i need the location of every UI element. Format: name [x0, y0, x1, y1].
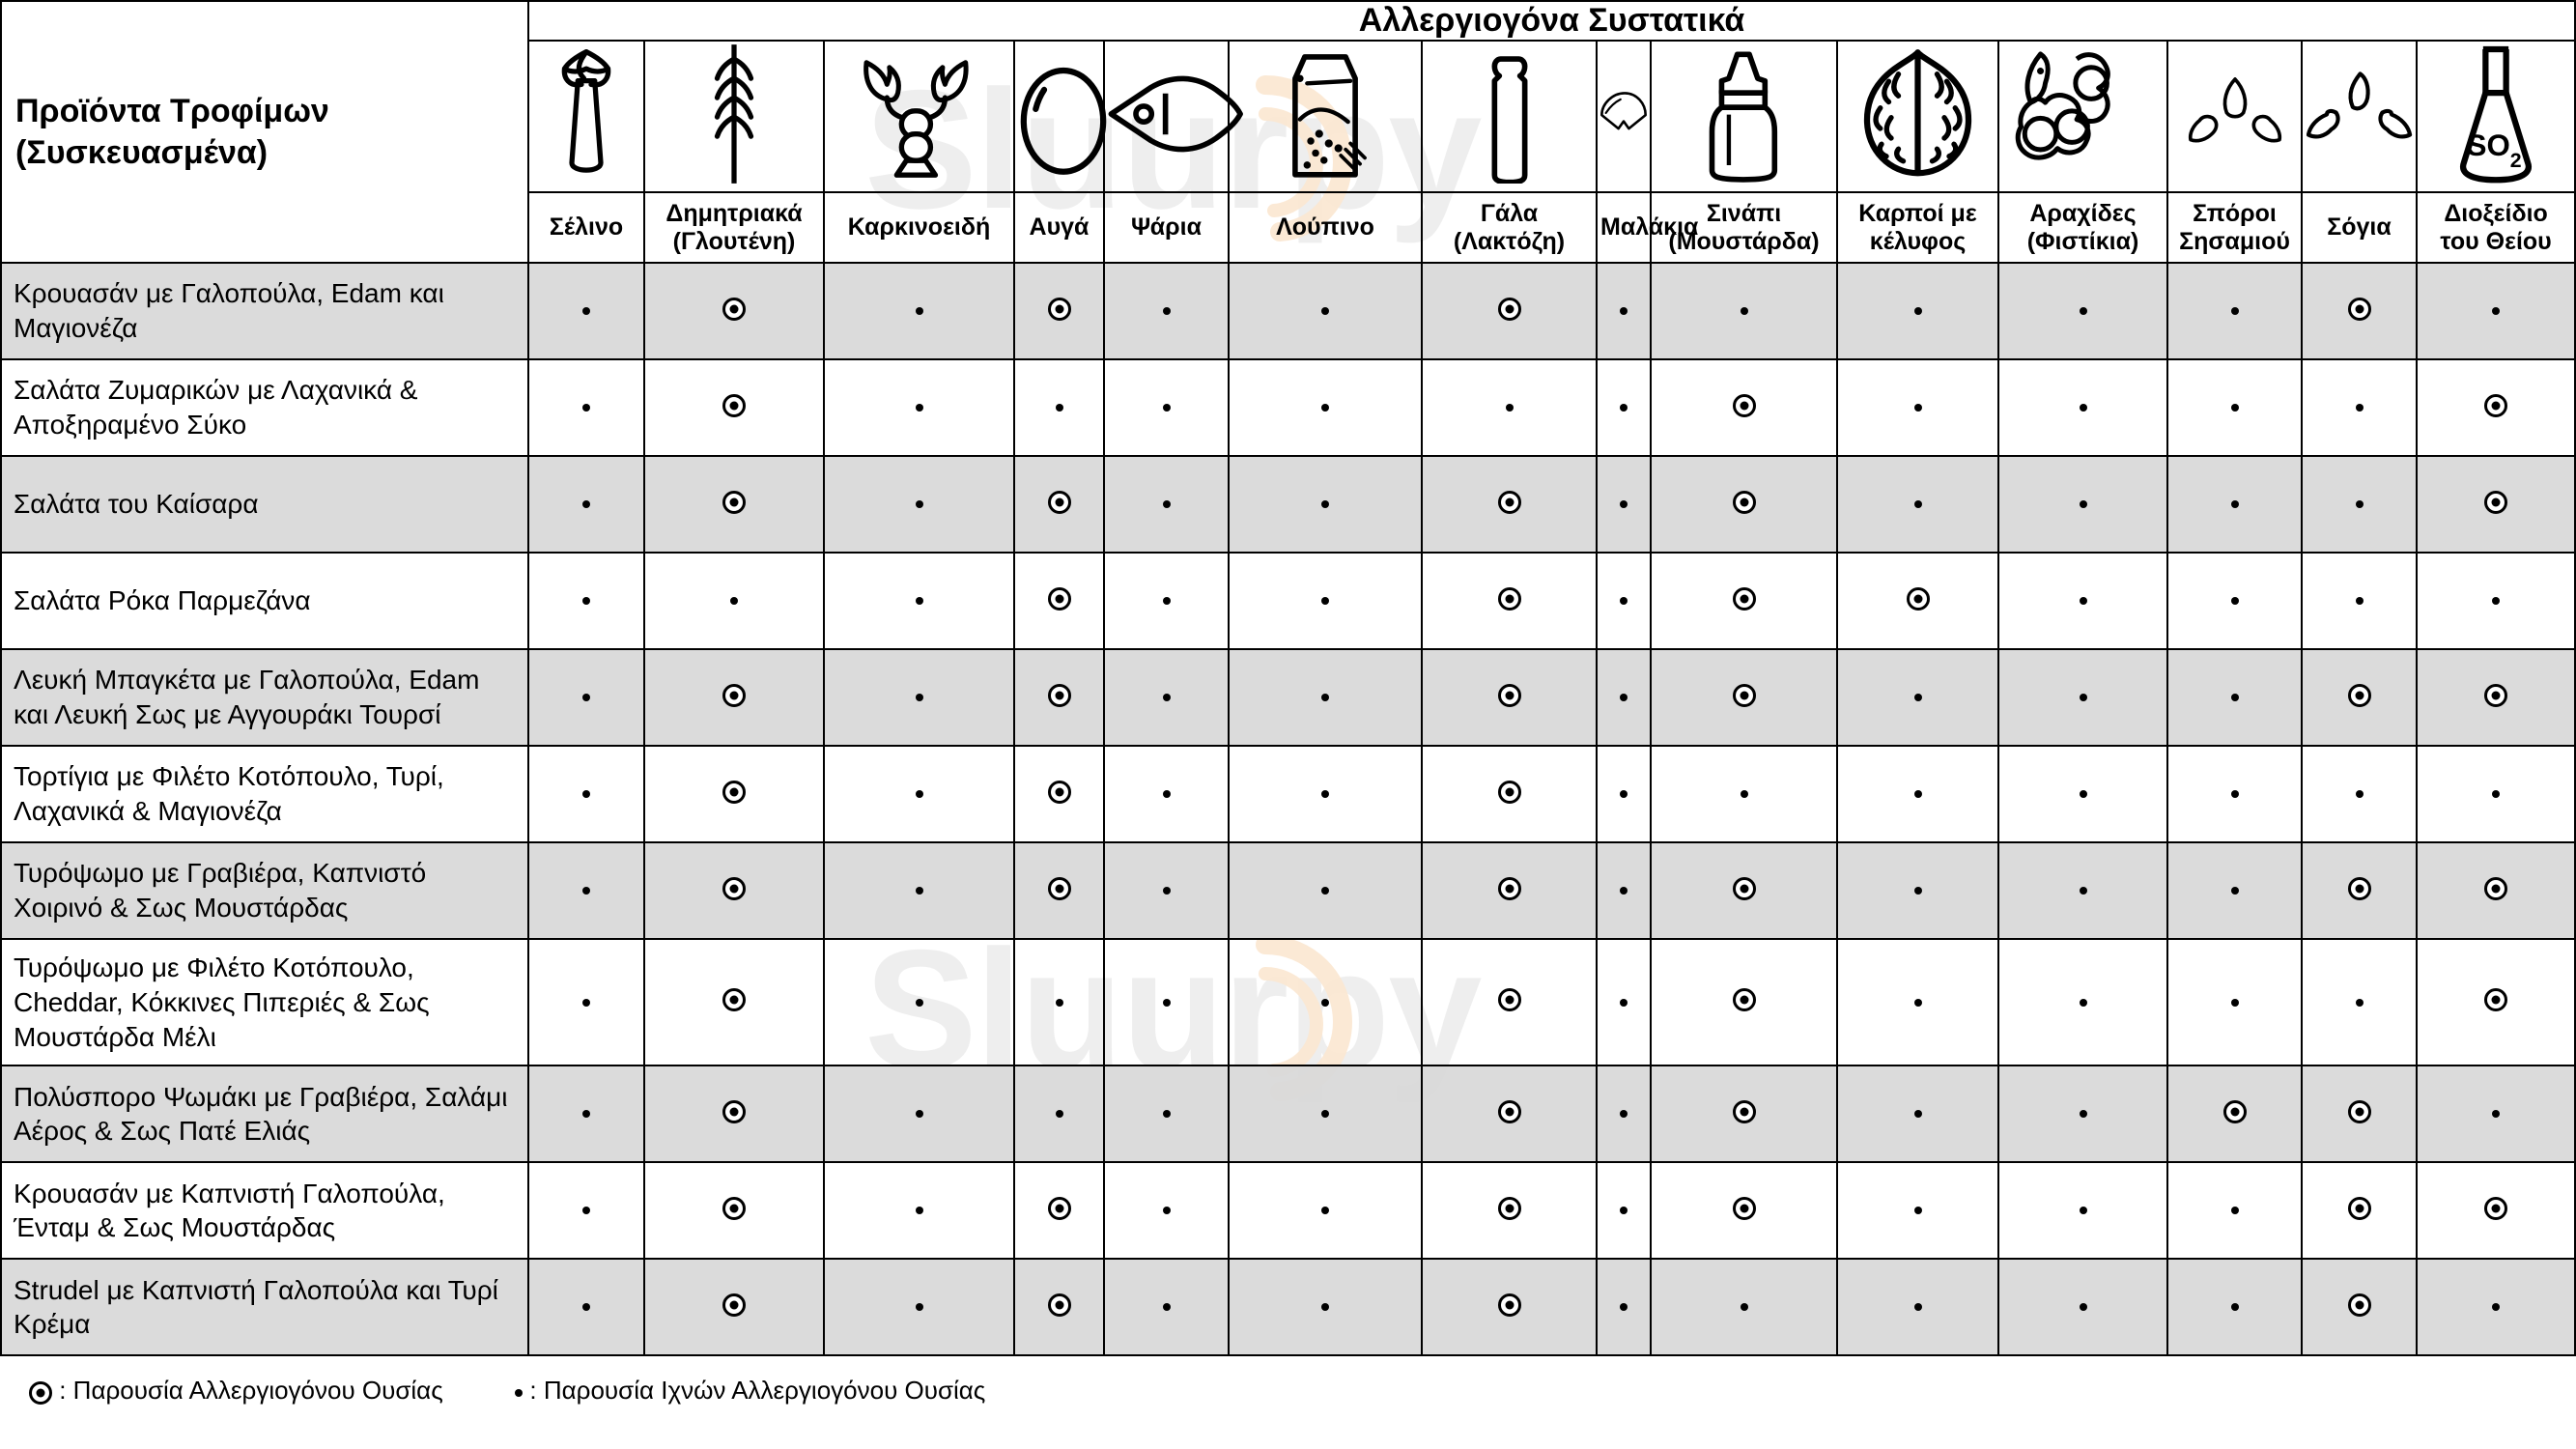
svg-text:SO2: SO2 [2467, 128, 2522, 172]
